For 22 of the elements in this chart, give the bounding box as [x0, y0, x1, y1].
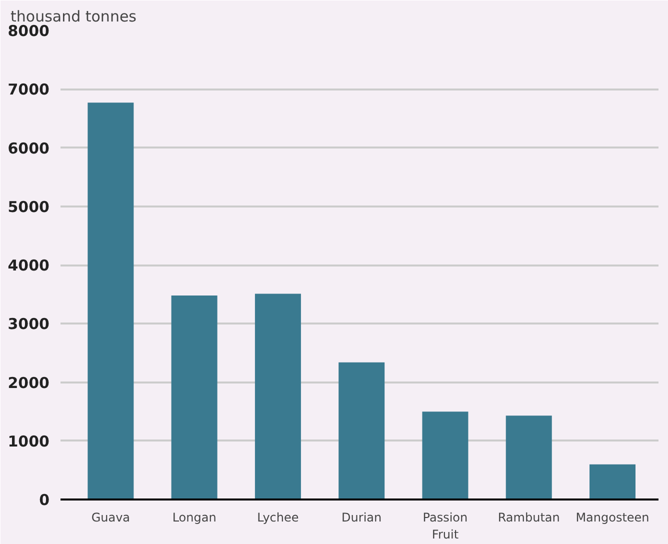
- x-tick-label: Longan: [172, 510, 216, 524]
- y-tick-label: 3000: [8, 315, 50, 334]
- y-tick-label: 7000: [8, 80, 50, 99]
- x-tick-label: Guava: [91, 510, 130, 524]
- y-tick-label: 6000: [8, 139, 50, 158]
- bar: [254, 294, 301, 500]
- bar: [506, 416, 552, 500]
- y-tick-label: 4000: [8, 256, 50, 274]
- y-tick-label: 1000: [8, 432, 50, 450]
- bar: [171, 295, 218, 500]
- y-tick-label: 5000: [8, 198, 50, 216]
- x-tick-label: Mangosteen: [576, 510, 650, 524]
- y-tick-label: 0: [39, 491, 50, 509]
- x-tick-label: Lychee: [257, 510, 299, 524]
- x-tick-label: Durian: [342, 510, 382, 524]
- x-tick-label: Rambutan: [498, 510, 560, 524]
- bar: [338, 362, 385, 500]
- bar: [88, 102, 134, 500]
- y-tick-label: 2000: [8, 374, 50, 392]
- x-tick-label: Passion Fruit: [422, 510, 468, 542]
- bar: [422, 412, 468, 500]
- bar: [590, 464, 636, 500]
